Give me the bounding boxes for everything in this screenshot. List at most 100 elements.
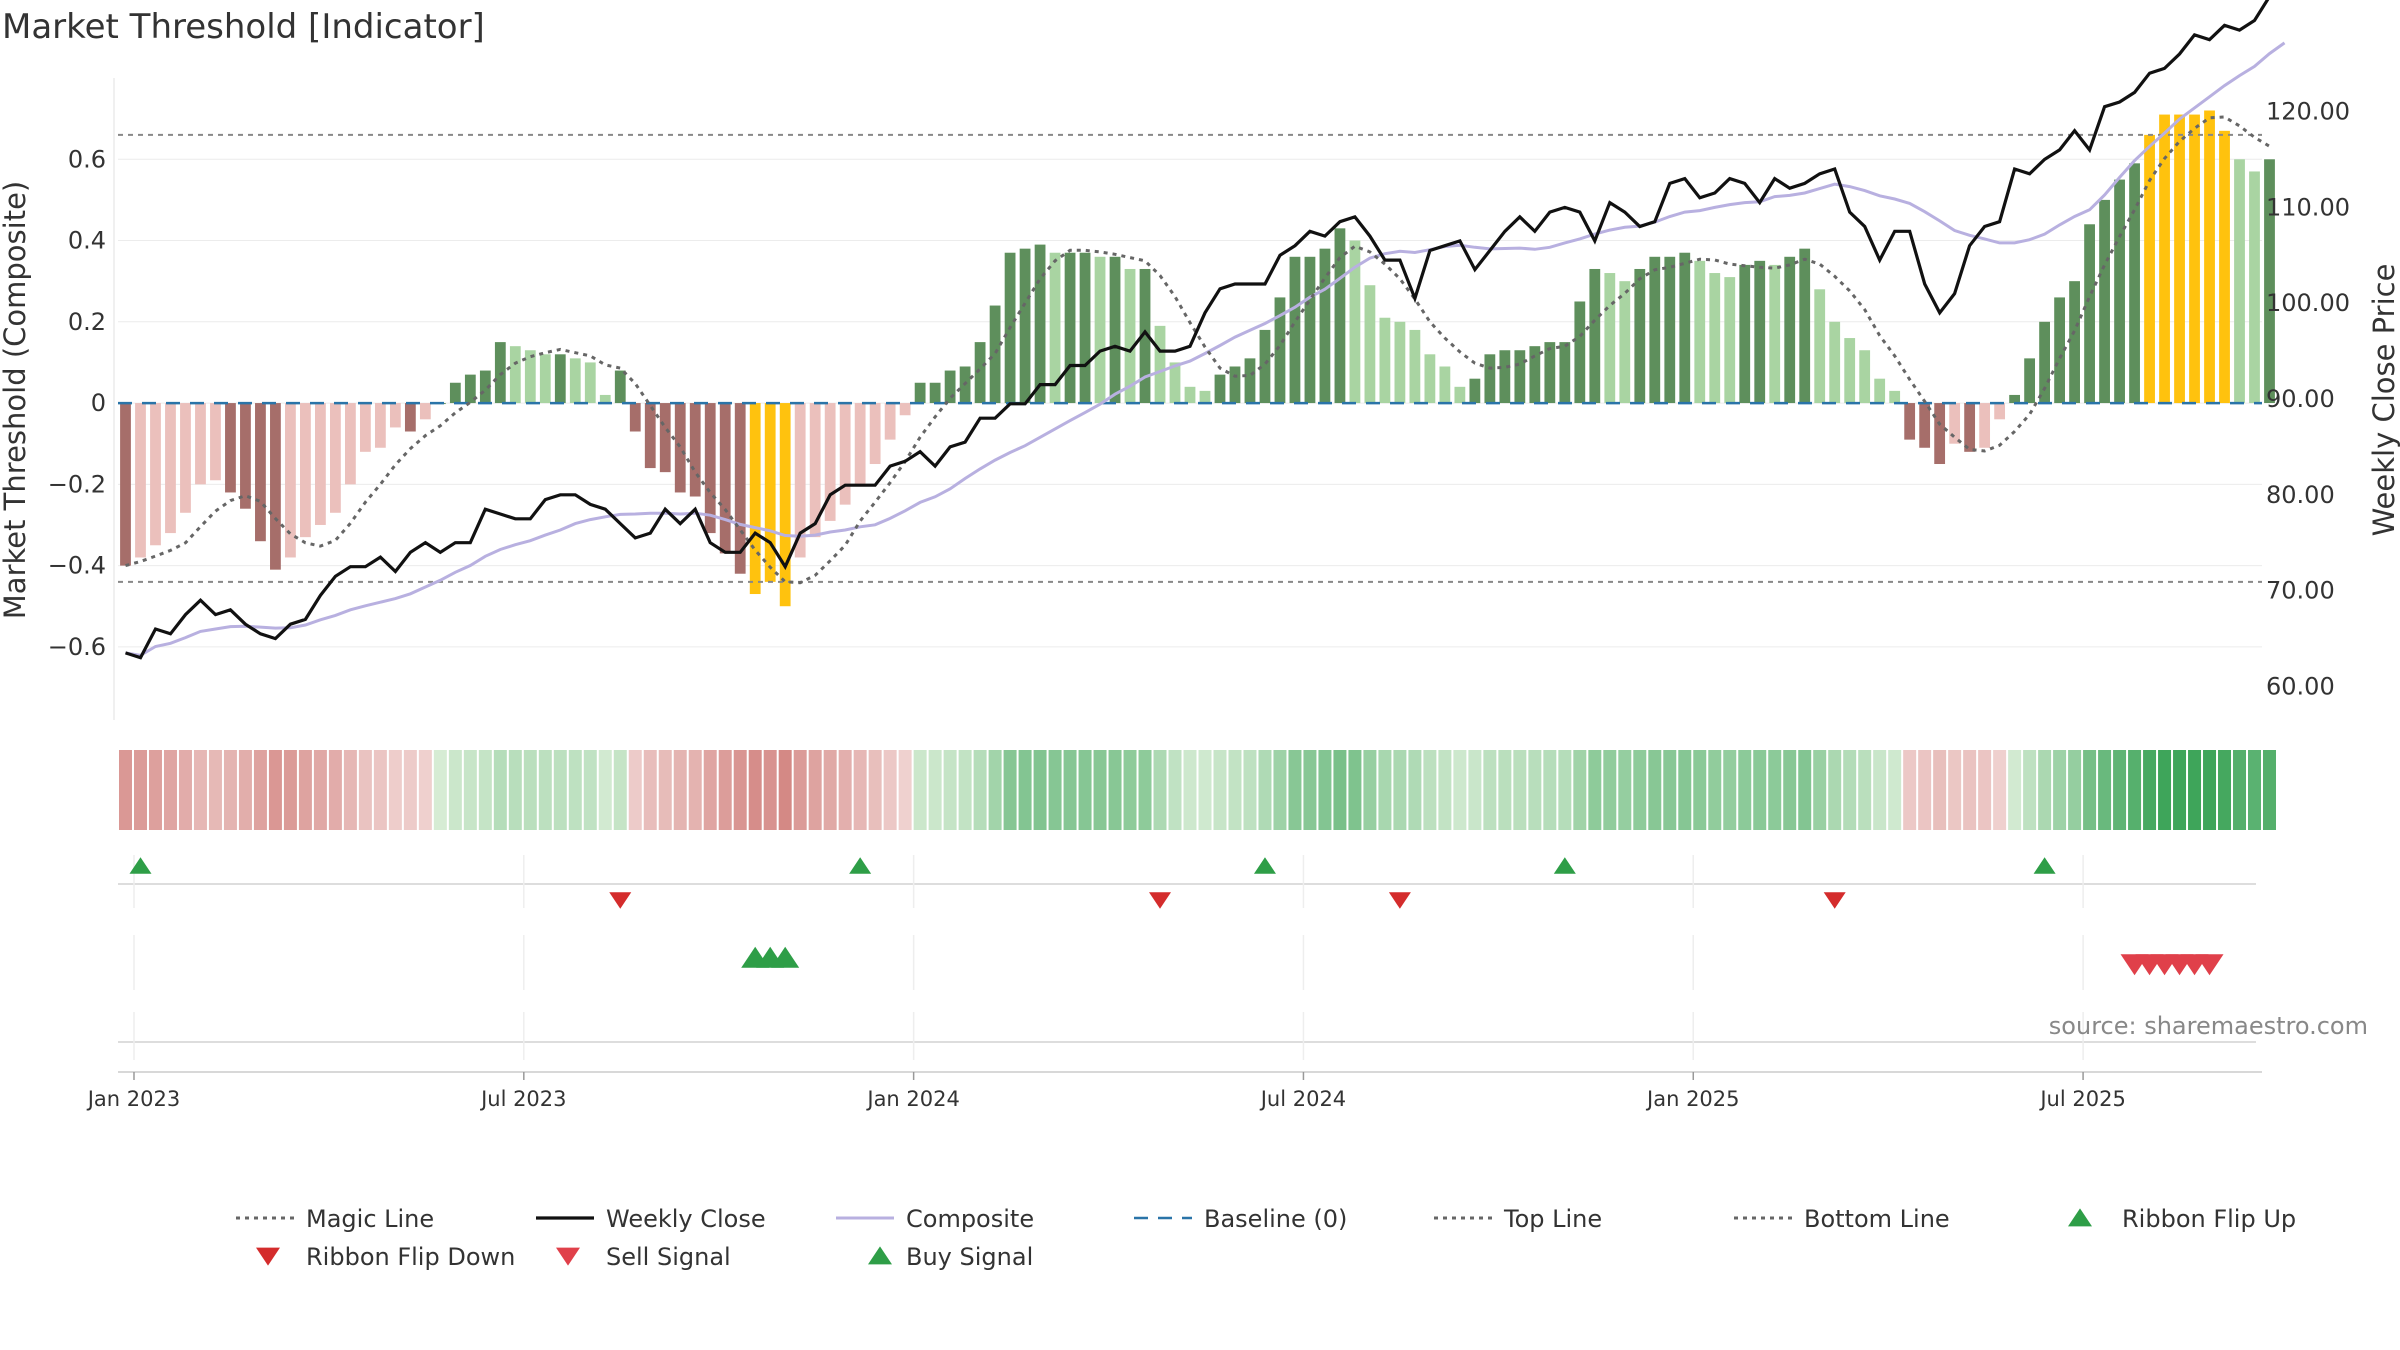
y2-tick-label: 110.00 (2266, 193, 2350, 221)
ribbon-cell (1858, 750, 1872, 830)
ribbon-cell (643, 750, 657, 830)
ribbon-cell (1603, 750, 1617, 830)
composite-bar (2009, 394, 2021, 404)
ribbon-cell (733, 750, 747, 830)
composite-bar (1154, 325, 1166, 404)
composite-bar (1439, 366, 1451, 404)
x-tick-label: Jul 2023 (479, 1087, 566, 1111)
ribbon-cell (1543, 750, 1557, 830)
legend-label: Baseline (0) (1204, 1205, 1347, 1233)
composite-bar (584, 362, 596, 404)
ribbon-cell (343, 750, 357, 830)
ribbon-flip-down-marker (1149, 892, 1172, 909)
ribbon-cell (1408, 750, 1422, 830)
composite-bar (1199, 390, 1211, 404)
composite-bar (1214, 374, 1226, 404)
ribbon-cell (778, 750, 792, 830)
ribbon-cell (1333, 750, 1347, 830)
ribbon-cell (1828, 750, 1842, 830)
ribbon-cell (823, 750, 837, 830)
composite-bar (1724, 277, 1736, 404)
composite-bar (2129, 163, 2140, 404)
x-tick-label: Jul 2025 (2038, 1087, 2125, 1111)
composite-bar (1814, 289, 1826, 404)
composite-bar (734, 403, 746, 574)
composite-bar (809, 403, 821, 538)
ribbon-cell (1168, 750, 1182, 830)
ribbon-cell (1873, 750, 1887, 830)
ribbon-cell (133, 750, 147, 830)
composite-bar (1544, 342, 1556, 404)
ribbon-cell (1738, 750, 1752, 830)
ribbon-cell (1393, 750, 1407, 830)
ribbon-cell (703, 750, 717, 830)
composite-bar (150, 403, 161, 546)
ribbon-cell (2203, 750, 2217, 830)
ribbon-cell (1558, 750, 1572, 830)
ribbon-flip-up-marker (2033, 857, 2056, 874)
composite-bar (1634, 268, 1646, 404)
composite-line (125, 41, 2286, 657)
ribbon-cell (898, 750, 912, 830)
composite-bar (1499, 350, 1511, 404)
composite-bar (1139, 268, 1151, 404)
composite-bar (1274, 297, 1286, 404)
composite-bar (749, 403, 761, 595)
legend-label: Ribbon Flip Down (306, 1243, 515, 1271)
composite-bar (389, 403, 401, 428)
ribbon-cell (2173, 750, 2187, 830)
legend-label: Ribbon Flip Up (2122, 1205, 2296, 1233)
composite-bar (2264, 159, 2275, 404)
composite-bar (2204, 110, 2215, 404)
legend-label: Sell Signal (606, 1243, 731, 1271)
x-axis: Jan 2023 Jul 2023 Jan 2024 Jul 2024 Jan 2025… (86, 1072, 2126, 1111)
ribbon-cell (119, 750, 132, 830)
composite-bar (359, 403, 371, 452)
ribbon-cell (208, 750, 222, 830)
ribbon-cell (1033, 750, 1047, 830)
composite-bar (599, 394, 611, 404)
y2-tick-label: 100.00 (2266, 289, 2350, 317)
ribbon-cell (2143, 750, 2157, 830)
composite-bar (1094, 256, 1106, 404)
y-tick-label: −0.4 (48, 552, 106, 580)
ribbon-cell (1348, 750, 1362, 830)
ribbon-cell (373, 750, 387, 830)
ribbon-cell (1303, 750, 1317, 830)
composite-bar (914, 382, 926, 404)
composite-bar (255, 403, 266, 542)
ribbon-cell (1273, 750, 1287, 830)
ribbon-flip-down-marker (609, 892, 632, 909)
ribbon-cell (808, 750, 822, 830)
ribbon-cell (2053, 750, 2067, 830)
ribbon-cell (1648, 750, 1662, 830)
composite-bar (240, 403, 251, 509)
ribbon-cell (1093, 750, 1107, 830)
composite-bar (989, 305, 1001, 404)
ribbon-cell (853, 750, 867, 830)
ribbon-cell (1783, 750, 1797, 830)
composite-bar (854, 403, 866, 485)
composite-bar (2189, 114, 2200, 404)
composite-bar (779, 403, 791, 607)
composite-bar (1304, 256, 1316, 404)
y2-tick-label: 90.00 (2266, 385, 2335, 413)
composite-bar (929, 382, 941, 404)
ribbon-cell (568, 750, 582, 830)
composite-bar (1574, 301, 1586, 404)
composite-bar (554, 354, 566, 404)
ribbon-cell (328, 750, 342, 830)
composite-bar (315, 403, 326, 525)
composite-bar (1859, 350, 1871, 404)
ribbon-cell (2233, 750, 2247, 830)
ribbon-cell (1498, 750, 1512, 830)
composite-bar (644, 403, 656, 469)
composite-bar (494, 342, 506, 404)
legend-label: Magic Line (306, 1205, 434, 1233)
composite-bar (300, 403, 311, 538)
ribbon-cell (433, 750, 447, 830)
ribbon-cell (1468, 750, 1482, 830)
ribbon-flip-up-marker (129, 857, 152, 874)
ribbon-cell (1798, 750, 1812, 830)
